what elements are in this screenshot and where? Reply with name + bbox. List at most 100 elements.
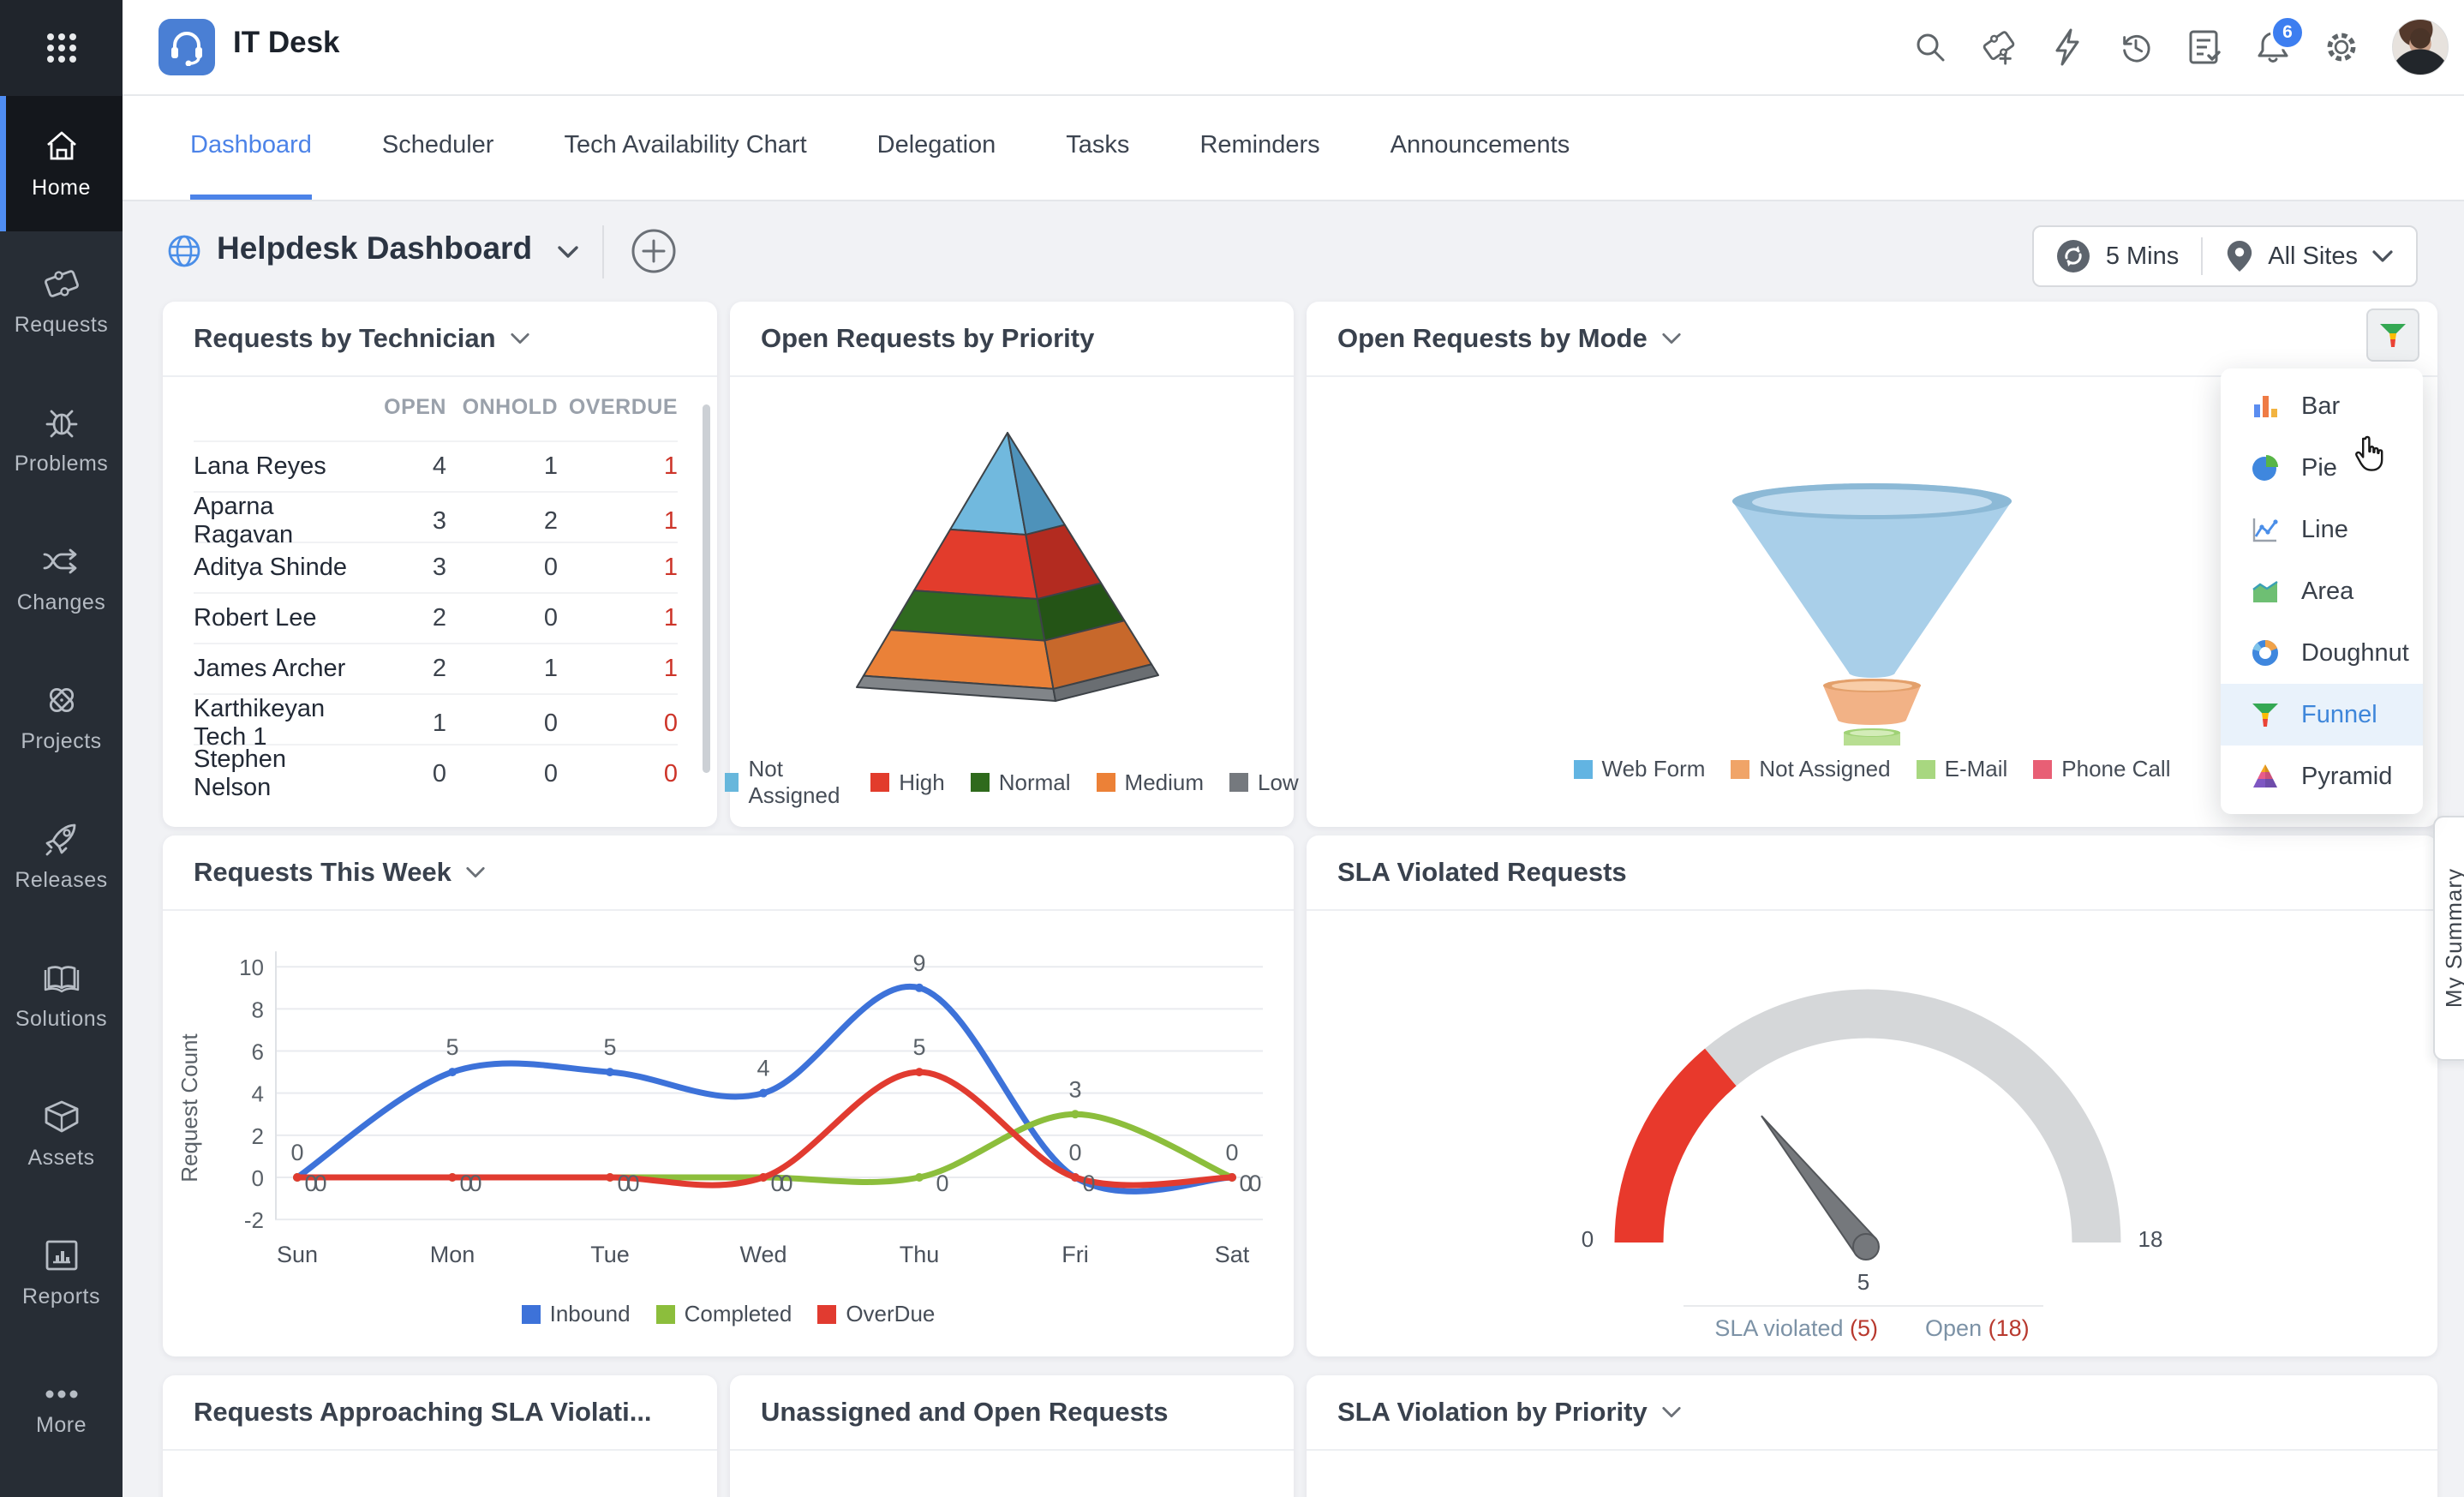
menu-item-area[interactable]: Area xyxy=(2221,560,2423,622)
svg-text:8: 8 xyxy=(252,997,264,1022)
sidebar-item-label: Reports xyxy=(21,1284,101,1308)
it-desk-logo[interactable] xyxy=(158,19,215,75)
user-avatar[interactable] xyxy=(2392,19,2449,75)
menu-item-bar[interactable]: Bar xyxy=(2221,375,2423,437)
menu-item-pyramid[interactable]: Pyramid xyxy=(2221,746,2423,807)
chevron-down-icon[interactable] xyxy=(1661,332,1682,345)
chevron-down-icon[interactable] xyxy=(1661,1405,1682,1419)
legend-swatch xyxy=(2033,759,2053,779)
sidebar-item-label: Changes xyxy=(16,590,106,614)
approvals-button[interactable] xyxy=(2186,29,2222,65)
tab-dashboard[interactable]: Dashboard xyxy=(190,96,312,200)
my-summary-tab[interactable]: My Summary xyxy=(2433,816,2464,1061)
sidebar-item-assets[interactable]: Assets xyxy=(0,1064,123,1203)
table-row[interactable]: Aparna Ragavan 3 2 1 xyxy=(194,491,678,548)
sla-summary[interactable]: SLA violated (5) Open (18) xyxy=(1307,1315,2437,1342)
divider xyxy=(1684,1305,2043,1307)
notifications-button[interactable]: 6 xyxy=(2255,15,2305,65)
sidebar-item-requests[interactable]: Requests xyxy=(0,231,123,370)
tab-delegation[interactable]: Delegation xyxy=(876,131,996,159)
app-switcher-button[interactable] xyxy=(0,0,123,96)
svg-text:3: 3 xyxy=(1068,1076,1081,1102)
menu-item-line[interactable]: Line xyxy=(2221,499,2423,560)
column-header-overdue: OVERDUE xyxy=(568,394,678,419)
svg-text:-2: -2 xyxy=(244,1207,264,1233)
sidebar-item-releases[interactable]: Releases xyxy=(0,787,123,925)
search-button[interactable] xyxy=(1912,29,1948,65)
legend-label: Completed xyxy=(684,1301,792,1326)
sidebar-item-label: Home xyxy=(32,175,91,200)
shuffle-icon xyxy=(43,548,76,573)
svg-text:Sat: Sat xyxy=(1215,1242,1250,1267)
card-sla-violation-by-priority: SLA Violation by Priority xyxy=(1307,1375,2437,1497)
sla-open-value: (18) xyxy=(1988,1315,2030,1341)
svg-text:0: 0 xyxy=(304,1171,317,1196)
chart-type-menu: Bar Pie Line Area xyxy=(2221,368,2423,814)
table-scrollbar[interactable] xyxy=(703,404,710,773)
card-title: SLA Violation by Priority xyxy=(1337,1397,1648,1427)
legend-label: Medium xyxy=(1124,769,1205,795)
menu-item-doughnut[interactable]: Doughnut xyxy=(2221,622,2423,684)
sla-gauge-chart[interactable]: 0 18 5 xyxy=(1307,911,2437,1301)
svg-text:0: 0 xyxy=(469,1171,481,1196)
sidebar-item-more[interactable]: More xyxy=(0,1342,123,1481)
home-icon xyxy=(46,131,76,159)
page-title[interactable]: Helpdesk Dashboard xyxy=(217,231,533,266)
cube-icon xyxy=(45,1100,78,1132)
table-row[interactable]: Aditya Shinde 3 0 1 xyxy=(194,542,678,592)
sidebar-item-label: Projects xyxy=(21,728,102,753)
sidebar-item-label: Releases xyxy=(15,867,108,892)
weekly-line-chart[interactable]: -2 0 2 4 6 8 10 Sun Mon Tue Wed Thu Fri Sat Request Co… xyxy=(163,911,1294,1288)
chevron-down-icon[interactable] xyxy=(510,332,530,345)
tab-tasks[interactable]: Tasks xyxy=(1066,131,1130,159)
menu-item-label: Funnel xyxy=(2301,700,2377,728)
sidebar-item-projects[interactable]: Projects xyxy=(0,648,123,787)
sidebar-item-label: Solutions xyxy=(15,1006,108,1031)
settings-button[interactable] xyxy=(2323,29,2359,65)
sidebar-item-home[interactable]: Home xyxy=(0,96,123,231)
refresh-interval-button[interactable]: 5 Mins xyxy=(2056,239,2179,273)
legend-swatch xyxy=(870,773,890,792)
pie-chart-icon xyxy=(2252,455,2278,481)
add-request-button[interactable] xyxy=(1981,29,2017,65)
sidebar-item-changes[interactable]: Changes xyxy=(0,509,123,648)
table-row[interactable]: Stephen Nelson 0 0 0 xyxy=(194,744,678,801)
table-row[interactable]: Lana Reyes 4 1 1 xyxy=(194,440,678,491)
tab-scheduler[interactable]: Scheduler xyxy=(381,131,494,159)
tab-tech-availability-chart[interactable]: Tech Availability Chart xyxy=(564,131,807,159)
chart-type-button[interactable] xyxy=(2366,308,2419,362)
tab-announcements[interactable]: Announcements xyxy=(1390,131,1570,159)
technician-table[interactable]: OPEN ONHOLD OVERDUE Lana Reyes 4 1 1 Apa… xyxy=(194,374,678,816)
history-button[interactable] xyxy=(2118,29,2154,65)
card-title: Open Requests by Priority xyxy=(761,323,1095,353)
legend-label: Not Assigned xyxy=(1759,756,1891,781)
menu-item-pie[interactable]: Pie xyxy=(2221,437,2423,499)
tab-reminders[interactable]: Reminders xyxy=(1199,131,1320,159)
legend-swatch xyxy=(1573,759,1593,779)
menu-item-funnel[interactable]: Funnel xyxy=(2221,684,2423,746)
sidebar-item-label: More xyxy=(36,1412,87,1437)
chevron-down-icon[interactable] xyxy=(465,865,486,879)
svg-text:0: 0 xyxy=(459,1171,472,1196)
chevron-down-icon[interactable] xyxy=(555,244,581,261)
table-row[interactable]: Robert Lee 2 0 1 xyxy=(194,592,678,643)
table-row[interactable]: James Archer 2 1 1 xyxy=(194,643,678,693)
quick-actions-button[interactable] xyxy=(2049,28,2085,66)
sidebar-item-problems[interactable]: Problems xyxy=(0,370,123,509)
svg-text:0: 0 xyxy=(1582,1226,1594,1252)
site-filter-value: All Sites xyxy=(2268,242,2358,270)
legend-label: Web Form xyxy=(1601,756,1706,781)
ellipsis-icon xyxy=(45,1390,77,1398)
table-row[interactable]: Karthikeyan Tech 1 1 0 0 xyxy=(194,693,678,751)
priority-legend: Not Assigned High Normal Medium Low xyxy=(725,756,1299,809)
menu-item-label: Line xyxy=(2301,515,2348,543)
mode-legend: Web Form Not Assigned E-Mail Phone Call xyxy=(1307,756,2437,782)
mode-funnel-chart[interactable] xyxy=(1307,377,2437,746)
sidebar-item-solutions[interactable]: Solutions xyxy=(0,925,123,1064)
sidebar-item-reports[interactable]: Reports xyxy=(0,1203,123,1342)
add-dashboard-button[interactable] xyxy=(630,227,678,275)
site-filter-button[interactable]: All Sites xyxy=(2225,239,2394,273)
priority-pyramid-chart[interactable] xyxy=(730,377,1294,746)
headset-icon xyxy=(171,32,202,66)
